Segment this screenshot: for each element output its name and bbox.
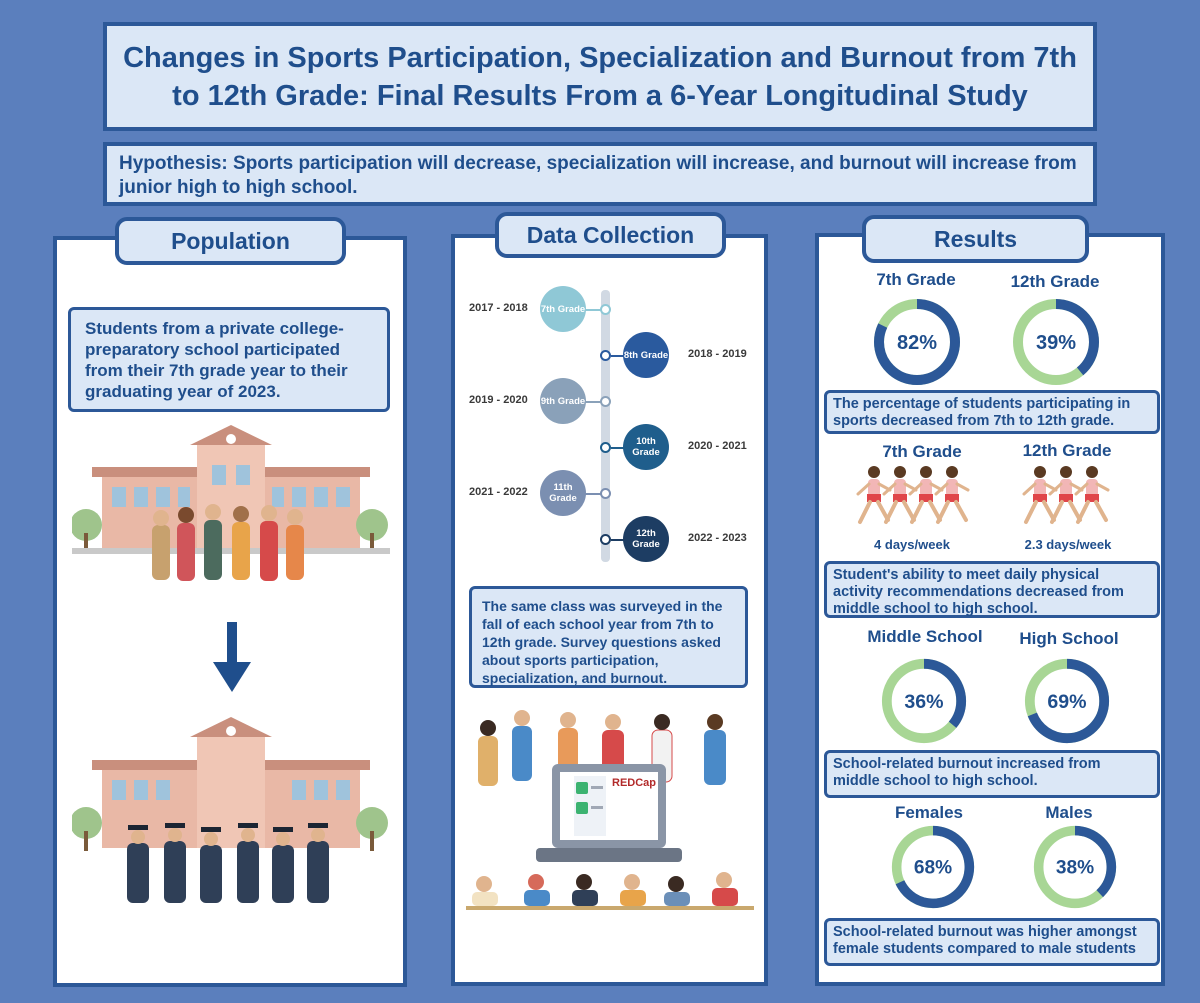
title-box: Changes in Sports Participation, Special…: [103, 22, 1097, 131]
activity-left-sub: 4 days/week: [874, 537, 950, 552]
arrow-down-icon: [213, 622, 251, 692]
timeline-year: 2020 - 2021: [688, 440, 747, 452]
results-heading: Results: [862, 215, 1089, 263]
timeline-dot: [600, 396, 611, 407]
timeline-grade-badge: 7th Grade: [540, 286, 586, 332]
timeline-line: [601, 290, 610, 562]
participation-right-label: 12th Grade: [1010, 272, 1100, 291]
timeline-year: 2017 - 2018: [469, 302, 528, 314]
donut-value-arc: [881, 658, 967, 744]
timeline-connector: [611, 539, 626, 541]
hypothesis-box: Hypothesis: Sports participation will de…: [103, 142, 1097, 206]
survey-illustration: REDCap: [466, 710, 754, 910]
timeline-grade-badge: 11th Grade: [540, 470, 586, 516]
donut-value-label: 36%: [904, 691, 943, 713]
participation-left-label: 7th Grade: [876, 270, 956, 289]
timeline-connector: [583, 493, 601, 495]
page-title: Changes in Sports Participation, Special…: [123, 41, 1077, 112]
data-collection-heading: Data Collection: [495, 212, 726, 258]
donut-value-label: 68%: [914, 858, 952, 879]
population-note: Students from a private college-preparat…: [68, 307, 390, 412]
burnout-gender-right-label: Males: [1045, 803, 1093, 822]
burnout-gender-note: School-related burnout was higher amongs…: [824, 918, 1160, 966]
burnout-school-left-donut: 36%: [881, 658, 967, 744]
timeline-connector: [611, 447, 626, 449]
timeline-dot: [600, 442, 611, 453]
burnout-school-right-donut: 69%: [1024, 658, 1110, 744]
participation-left-donut: 82%: [874, 299, 960, 385]
data-collection-note: The same class was surveyed in the fall …: [469, 586, 748, 688]
timeline-connector: [611, 355, 626, 357]
school-building-illustration: [72, 425, 390, 581]
timeline-dot: [600, 534, 611, 545]
donut-value-label: 39%: [1036, 332, 1076, 354]
donut-value-arc: [891, 825, 975, 909]
timeline-connector: [583, 309, 601, 311]
timeline-dot: [600, 350, 611, 361]
donut-value-arc: [874, 299, 960, 385]
burnout-gender-left-donut: 68%: [891, 825, 975, 909]
activity-right-label: 12th Grade: [1022, 441, 1112, 460]
donut-value-arc: [1024, 658, 1110, 744]
timeline-year: 2021 - 2022: [469, 486, 528, 498]
timeline-connector: [583, 401, 601, 403]
donut-value-label: 38%: [1056, 858, 1094, 879]
burnout-school-left-label: Middle School: [867, 627, 983, 646]
runner-icon: [934, 466, 970, 524]
timeline-grade-badge: 12th Grade: [623, 516, 669, 562]
activity-left-runners-illustration: [856, 466, 970, 524]
donut-value-arc: [1013, 299, 1099, 385]
burnout-gender-right-donut: 38%: [1033, 825, 1117, 909]
burnout-school-note: School-related burnout increased from mi…: [824, 750, 1160, 798]
timeline-grade-badge: 8th Grade: [623, 332, 669, 378]
timeline-year: 2019 - 2020: [469, 394, 528, 406]
participation-note: The percentage of students participating…: [824, 390, 1160, 434]
runner-icon: [1074, 466, 1110, 524]
timeline-dot: [600, 304, 611, 315]
timeline-dot: [600, 488, 611, 499]
participation-right-donut: 39%: [1013, 299, 1099, 385]
activity-note: Student's ability to meet daily physical…: [824, 561, 1160, 618]
population-heading: Population: [115, 217, 346, 265]
activity-left-label: 7th Grade: [882, 442, 962, 461]
burnout-school-right-label: High School: [1019, 629, 1119, 648]
graduation-illustration: [72, 717, 388, 903]
activity-right-sub: 2.3 days/week: [1024, 537, 1112, 552]
donut-value-label: 82%: [897, 332, 937, 354]
timeline-year: 2018 - 2019: [688, 348, 747, 360]
activity-right-runners-illustration: [1022, 466, 1110, 524]
donut-value-arc: [1033, 825, 1117, 909]
burnout-gender-left-label: Females: [894, 803, 964, 822]
donut-value-label: 69%: [1047, 691, 1086, 713]
timeline-year: 2022 - 2023: [688, 532, 747, 544]
redcap-logo-text: REDCap: [612, 777, 656, 789]
timeline-grade-badge: 10th Grade: [623, 424, 669, 470]
timeline-grade-badge: 9th Grade: [540, 378, 586, 424]
